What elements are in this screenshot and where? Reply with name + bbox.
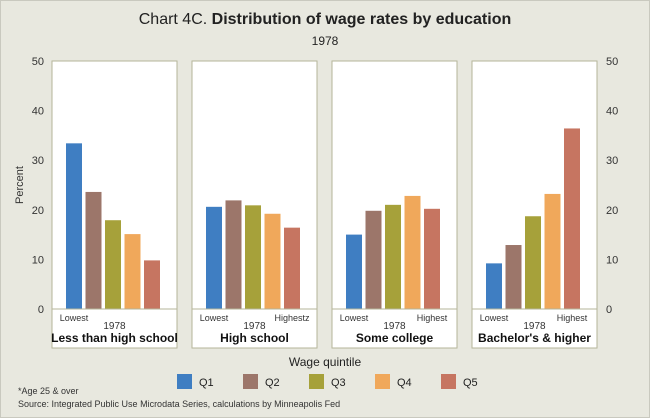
highest-label: Highest: [417, 313, 448, 323]
legend-swatch-q1: [177, 374, 192, 389]
panel-label-box: [331, 308, 458, 349]
panel-year-label: 1978: [243, 321, 266, 332]
y-tick-right: 40: [606, 106, 618, 118]
bar-q5: [144, 260, 160, 309]
y-tick-left: 30: [32, 155, 44, 167]
footnote-source: Source: Integrated Public Use Microdata …: [18, 399, 341, 409]
lowest-label: Lowest: [480, 313, 509, 323]
panel-title: Bachelor's & higher: [478, 331, 591, 345]
bar-q3: [245, 205, 261, 309]
y-tick-left: 0: [38, 304, 44, 316]
y-tick-left: 10: [32, 254, 44, 266]
bar-q5: [284, 227, 300, 309]
bar-q5: [564, 128, 580, 309]
legend-label-q1: Q1: [199, 377, 214, 389]
lowest-label: Lowest: [340, 313, 369, 323]
legend-label-q2: Q2: [265, 377, 280, 389]
chart-title-main: Distribution of wage rates by education: [211, 11, 512, 28]
chart-title: Chart 4C. Distribution of wage rates by …: [0, 11, 650, 29]
chart-subtitle: 1978: [311, 34, 339, 48]
legend-swatch-q3: [309, 374, 324, 389]
panel-label-box: [471, 308, 598, 349]
bar-q3: [105, 220, 121, 309]
highest-label: Highest: [557, 313, 588, 323]
y-tick-right: 30: [606, 155, 618, 167]
panel-label-box: [51, 308, 178, 349]
bar-q3: [385, 204, 401, 309]
bar-q3: [525, 216, 541, 309]
panel-year-label: 1978: [523, 321, 546, 332]
bar-q4: [404, 195, 421, 309]
lowest-label: Lowest: [60, 313, 89, 323]
y-axis-label: Percent: [14, 166, 26, 204]
panel-title: Some college: [356, 331, 434, 345]
bar-q1: [346, 234, 362, 309]
bar-q4: [124, 234, 141, 309]
legend-label-q4: Q4: [397, 377, 412, 389]
lowest-label: Lowest: [200, 313, 229, 323]
bar-q1: [206, 206, 222, 309]
bar-q2: [225, 200, 242, 309]
bar-q1: [486, 263, 502, 309]
panel-year-label: 1978: [103, 321, 126, 332]
y-tick-right: 10: [606, 254, 618, 266]
footnote-age: *Age 25 & over: [18, 386, 79, 396]
bar-q1: [66, 143, 82, 309]
legend-label-q3: Q3: [331, 377, 346, 389]
panel-label-box: [191, 308, 318, 349]
highest-label: Highestz: [274, 313, 310, 323]
bar-q5: [424, 208, 440, 309]
panel-title: High school: [220, 331, 289, 345]
y-tick-right: 20: [606, 205, 618, 217]
panel-title: Less than high school: [51, 331, 178, 345]
bar-q4: [544, 193, 561, 309]
legend-swatch-q5: [441, 374, 456, 389]
legend-label-q5: Q5: [463, 377, 478, 389]
y-tick-left: 50: [32, 56, 44, 68]
bar-q2: [85, 191, 102, 309]
y-tick-right: 0: [606, 304, 612, 316]
y-tick-left: 40: [32, 106, 44, 118]
y-tick-right: 50: [606, 56, 618, 68]
bar-q2: [365, 210, 382, 309]
legend-swatch-q2: [243, 374, 258, 389]
y-tick-left: 20: [32, 205, 44, 217]
bar-q2: [505, 245, 522, 309]
legend-swatch-q4: [375, 374, 390, 389]
x-axis-label: Wage quintile: [289, 355, 362, 369]
panel-year-label: 1978: [383, 321, 406, 332]
bar-q4: [264, 213, 281, 309]
chart-title-prefix: Chart 4C.: [138, 11, 208, 28]
